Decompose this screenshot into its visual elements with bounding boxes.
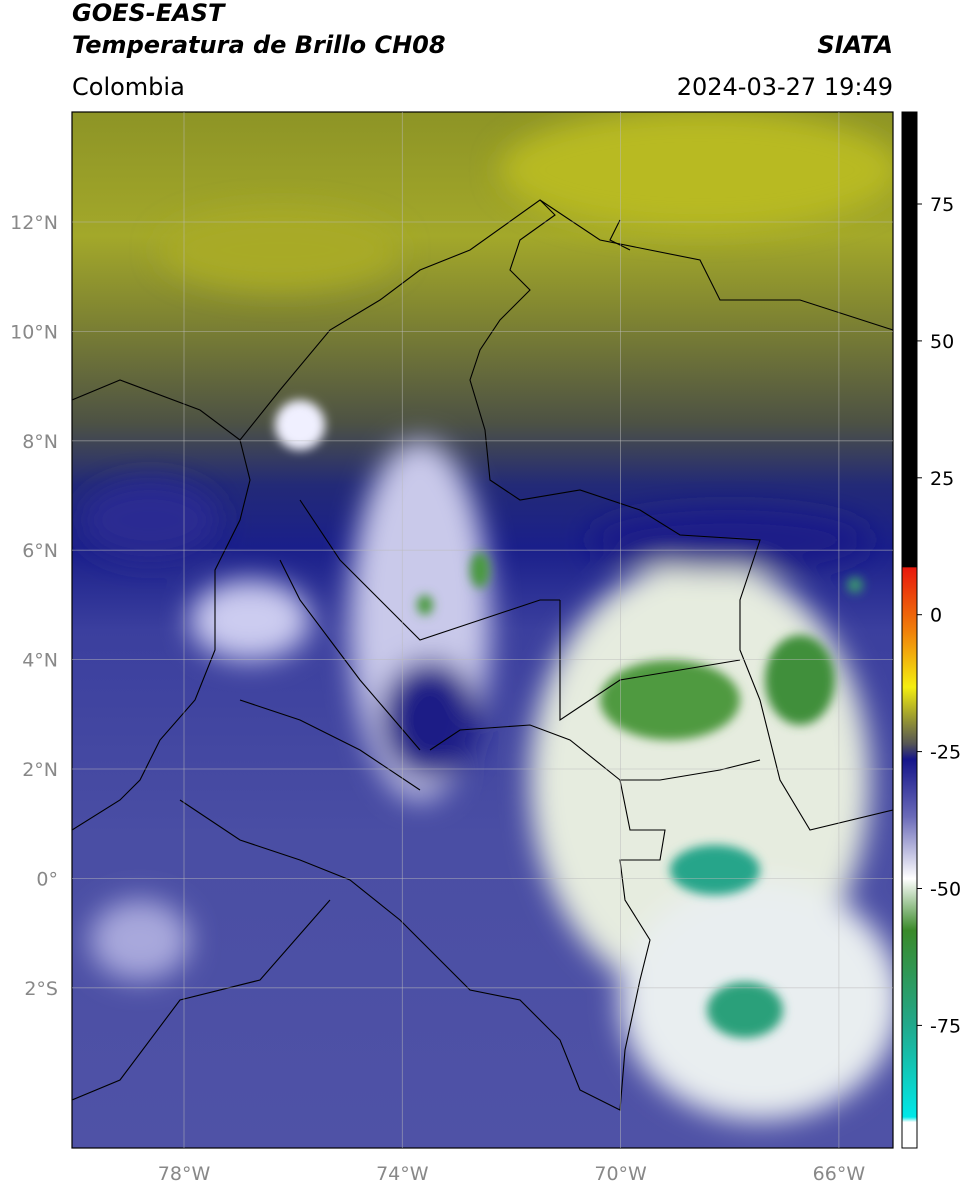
lat-tick-label: 6°N xyxy=(22,540,58,562)
colorbar-tick-label: 25 xyxy=(930,468,954,490)
title-line-1: GOES-EAST xyxy=(72,0,226,27)
lon-tick-label: 70°W xyxy=(594,1163,647,1185)
lat-tick-label: 8°N xyxy=(22,431,58,453)
region: Colombia xyxy=(72,73,185,101)
lat-tick-label: 12°N xyxy=(10,212,58,234)
colorbar-tick-label: -75 xyxy=(930,1015,961,1037)
lon-tick-label: 66°W xyxy=(813,1163,866,1185)
lon-tick-label: 74°W xyxy=(376,1163,429,1185)
lon-tick-label: 78°W xyxy=(158,1163,211,1185)
colorbar-tick-label: 0 xyxy=(930,605,942,627)
country-borders xyxy=(72,199,893,1111)
lat-tick-label: 2°S xyxy=(24,978,58,1000)
colorbar-tick-label: 75 xyxy=(930,194,954,216)
colorbar-tick-label: -25 xyxy=(930,742,961,764)
satellite-image xyxy=(72,112,893,1148)
colorbar xyxy=(901,111,918,1149)
lat-tick-label: 4°N xyxy=(22,650,58,672)
map-frame xyxy=(71,111,894,1149)
colorbar-tick-label: 50 xyxy=(930,331,954,353)
lat-tick-label: 2°N xyxy=(22,759,58,781)
lat-tick-label: 10°N xyxy=(10,321,58,343)
colorbar-tick-label: -50 xyxy=(930,879,961,901)
title-line-2: Temperatura de Brillo CH08 xyxy=(72,31,446,59)
source: SIATA xyxy=(817,31,893,59)
lat-tick-label: 0° xyxy=(36,868,58,890)
timestamp: 2024-03-27 19:49 xyxy=(677,73,893,101)
